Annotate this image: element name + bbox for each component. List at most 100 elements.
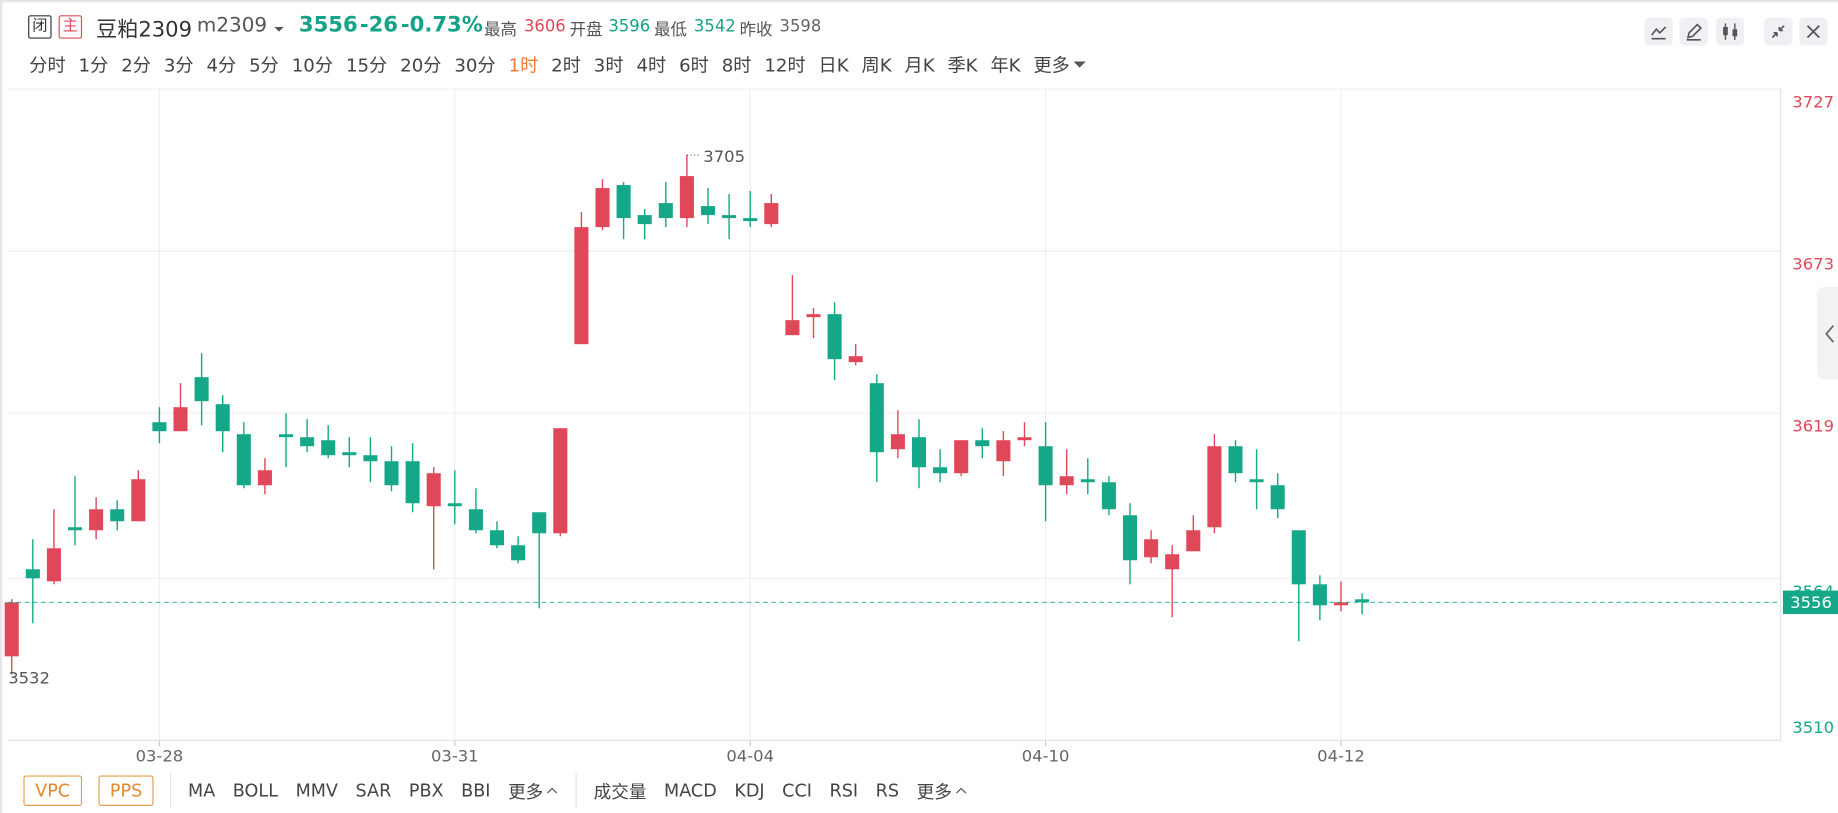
- period-tab[interactable]: 4分: [206, 55, 237, 77]
- sub-indicator[interactable]: RSI: [829, 780, 859, 802]
- candle-body: [278, 434, 294, 438]
- separator: [576, 773, 578, 809]
- candle-body: [553, 428, 568, 534]
- candle-body: [1122, 515, 1138, 561]
- close-button[interactable]: [1799, 17, 1828, 46]
- code-caret: [274, 26, 284, 32]
- indicator-bar: VPC PPS MA BOLL MMV SAR PBX BBI 更多 成交量 MACD KDJ CCI R…: [23, 773, 984, 809]
- period-tab[interactable]: 30分: [454, 55, 496, 77]
- contract-code[interactable]: m2309: [196, 14, 268, 38]
- candle-body: [785, 320, 800, 336]
- period-tab[interactable]: 季K: [947, 55, 978, 77]
- overlay-indicator[interactable]: MA: [188, 780, 216, 802]
- candle-body: [25, 569, 40, 579]
- period-tab[interactable]: 3时: [593, 55, 624, 77]
- candle-body: [637, 215, 652, 225]
- candle-body: [595, 188, 610, 228]
- candle-body: [46, 548, 61, 582]
- collapse-button[interactable]: [1764, 17, 1793, 46]
- overlay-indicator[interactable]: BBI: [461, 780, 491, 802]
- candle-body: [447, 503, 462, 507]
- period-tab[interactable]: 3分: [163, 55, 194, 77]
- period-tab[interactable]: 20分: [400, 55, 442, 77]
- caret: [1073, 61, 1086, 68]
- caret: [547, 787, 558, 794]
- period-tab[interactable]: 5分: [249, 55, 279, 77]
- candle-body: [679, 176, 694, 219]
- candle-body: [743, 218, 758, 222]
- period-bar: 分时 1分 2分 3分 4分 5分 10分 15分 20分 30分 1时 2时 3时 4时 6时 8时 12时日…: [29, 52, 1086, 78]
- high-label: 最高: [484, 21, 517, 40]
- last-price: 3556: [298, 12, 358, 38]
- overlay-indicator[interactable]: BOLL: [232, 780, 279, 802]
- overlay-indicator[interactable]: MMV: [295, 780, 338, 802]
- candle-body: [954, 440, 969, 474]
- candle-body: [869, 383, 884, 453]
- candle-body: [342, 452, 357, 456]
- chart-type-button[interactable]: [1716, 17, 1745, 46]
- candle-body: [1017, 437, 1032, 441]
- candle-body: [1270, 485, 1285, 510]
- main-indicator[interactable]: VPC: [23, 775, 82, 806]
- period-tab[interactable]: 15分: [345, 55, 388, 77]
- candle-body: [700, 206, 716, 216]
- period-tab[interactable]: 6时: [679, 55, 709, 77]
- y-tick-label: 3510: [1792, 718, 1834, 737]
- candle-body: [215, 404, 230, 432]
- period-tab[interactable]: 10分: [291, 55, 334, 77]
- sub-indicator[interactable]: MACD: [664, 780, 717, 802]
- overlay-indicator[interactable]: 更多: [508, 778, 558, 803]
- overlay-indicator[interactable]: PBX: [408, 780, 444, 802]
- low-value: 3542: [693, 17, 736, 37]
- price-tag-bg: [1782, 590, 1838, 615]
- period-tab[interactable]: 2时: [551, 55, 581, 77]
- prev-close-value: 3598: [779, 17, 822, 37]
- main-icon[interactable]: 主: [58, 15, 83, 39]
- draw-button[interactable]: [1679, 17, 1708, 46]
- period-tab[interactable]: 4时: [636, 55, 667, 77]
- candle-body: [532, 512, 547, 534]
- candle-body: [1207, 446, 1222, 528]
- candle-body: [574, 227, 589, 345]
- candle-body: [1355, 599, 1370, 603]
- overlay-indicator[interactable]: SAR: [355, 780, 392, 802]
- candle-body: [489, 530, 505, 546]
- candle-body: [405, 461, 420, 504]
- line-tool-button[interactable]: [1644, 17, 1673, 46]
- candle-body: [321, 440, 336, 456]
- candle-body: [764, 203, 779, 225]
- period-tab[interactable]: 1分: [78, 55, 109, 77]
- period-tab[interactable]: 12时: [764, 55, 806, 77]
- sub-indicator[interactable]: 更多: [917, 778, 967, 803]
- candle-body: [194, 377, 209, 402]
- close-icon[interactable]: 闭: [28, 15, 52, 39]
- candle-body: [384, 461, 399, 486]
- main-indicator[interactable]: PPS: [98, 775, 155, 806]
- sub-indicator[interactable]: 成交量: [593, 780, 647, 802]
- sub-indicator[interactable]: KDJ: [734, 780, 765, 802]
- candle-body: [1101, 482, 1116, 510]
- candle-body: [257, 470, 272, 486]
- low-label: 最低: [654, 21, 687, 40]
- period-tab[interactable]: 年K: [990, 55, 1021, 77]
- period-tab[interactable]: 周K: [861, 55, 892, 77]
- candle-body: [1165, 554, 1180, 570]
- candle-body: [426, 473, 441, 507]
- period-tab[interactable]: 日K: [818, 55, 849, 77]
- candle-body: [511, 545, 526, 561]
- prev-close-label: 昨收: [739, 21, 773, 40]
- candle-body: [1080, 479, 1095, 483]
- period-tab[interactable]: 更多: [1033, 52, 1086, 78]
- y-tick-label: 3673: [1792, 255, 1834, 274]
- sub-indicator[interactable]: RS: [875, 780, 900, 802]
- candle-body: [722, 215, 737, 219]
- period-tab[interactable]: 2分: [121, 55, 151, 77]
- period-tab[interactable]: 月K: [904, 55, 935, 77]
- period-tab[interactable]: 8时: [721, 55, 752, 77]
- sub-indicator[interactable]: CCI: [782, 780, 812, 802]
- period-tab[interactable]: 分时: [29, 55, 66, 77]
- candle-body: [1228, 446, 1243, 474]
- period-tab[interactable]: 1时: [508, 55, 539, 77]
